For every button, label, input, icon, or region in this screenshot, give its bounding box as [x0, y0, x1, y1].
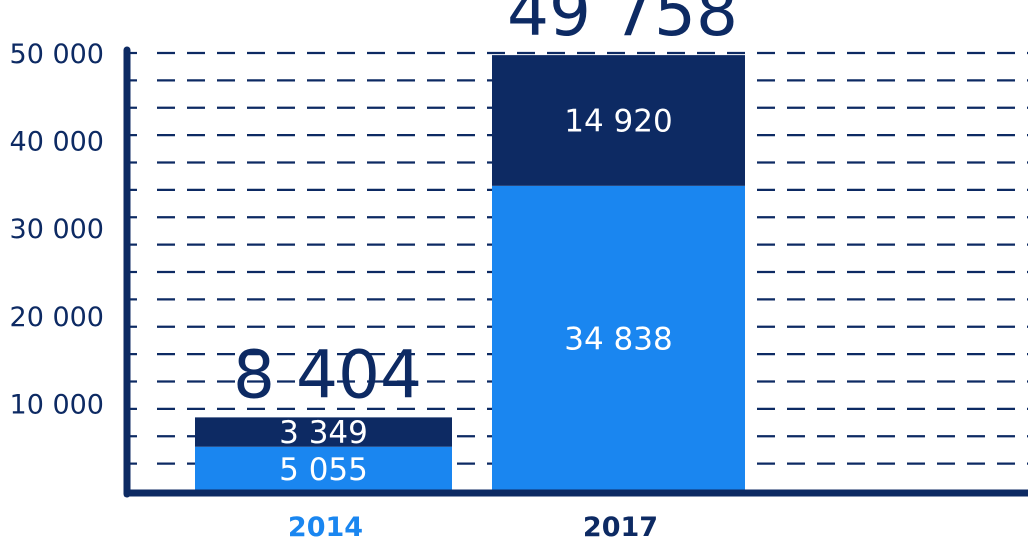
category-label: 2017: [583, 512, 658, 543]
category-label: 2014: [288, 512, 363, 543]
bar-segment: [492, 55, 745, 186]
y-tick-label: 50 000: [10, 39, 104, 70]
bar-segment: [492, 185, 745, 491]
bar-segment: [195, 417, 452, 447]
total-value-label: 49 758: [507, 0, 738, 51]
y-tick-label: 40 000: [10, 127, 104, 158]
y-tick-label: 20 000: [10, 302, 104, 333]
segment-value-label: 34 838: [564, 321, 672, 357]
total-value-label: 8 404: [233, 336, 422, 413]
segment-value-label: 5 055: [279, 452, 368, 488]
y-tick-label: 10 000: [10, 389, 104, 420]
y-tick-label: 30 000: [10, 214, 104, 245]
bar-segment: [195, 446, 452, 491]
segment-value-label: 14 920: [564, 103, 672, 139]
segment-value-label: 3 349: [279, 415, 368, 451]
bars: [195, 55, 745, 491]
axes: [123, 46, 1028, 498]
